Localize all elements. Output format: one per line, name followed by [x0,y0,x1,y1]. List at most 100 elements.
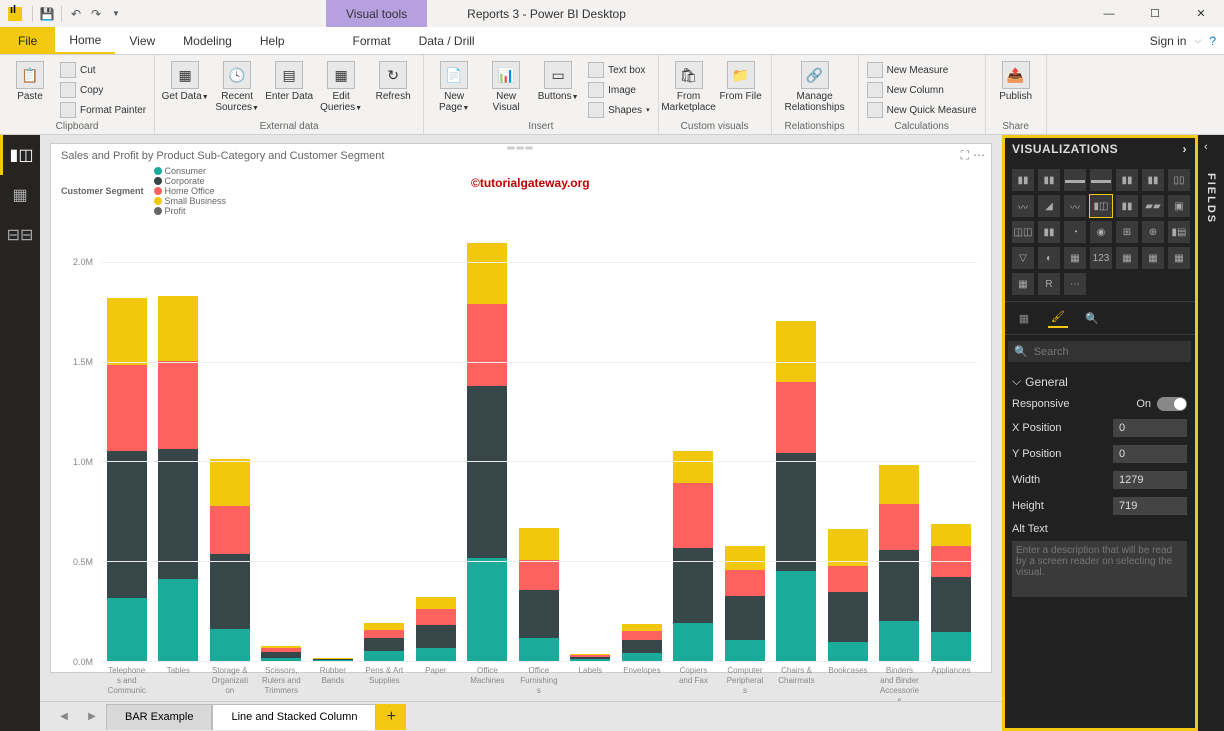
get-data-button[interactable]: ▦Get Data▼ [161,57,209,103]
manage-relationships-button[interactable]: 🔗Manage Relationships [778,57,852,113]
viz-type-icon[interactable]: ▰▰ [1142,195,1164,217]
viz-type-icon[interactable]: ▦ [1142,247,1164,269]
paste-button[interactable]: 📋Paste [6,57,54,102]
viz-type-icon[interactable]: ⊞ [1116,221,1138,243]
more-options-icon[interactable]: ⋯ [973,148,985,163]
viz-type-icon[interactable]: ◉ [1090,221,1112,243]
viz-type-icon[interactable]: ▣ [1168,195,1190,217]
section-general[interactable]: ⌵General [1012,374,1187,389]
recent-sources-button[interactable]: 🕓Recent Sources▼ [213,57,261,114]
alt-text-input[interactable] [1012,541,1187,597]
page-prev-icon[interactable]: ◀ [50,711,78,722]
viz-type-icon[interactable]: ▮◫ [1090,195,1112,217]
tab-modeling[interactable]: Modeling [169,27,246,54]
shapes-button[interactable]: Shapes▾ [586,101,651,119]
viz-type-icon[interactable]: ⊕ [1142,221,1164,243]
viz-type-icon[interactable]: ◫◫ [1012,221,1034,243]
viz-type-icon[interactable]: ◐ [1038,247,1060,269]
search-input[interactable] [1034,346,1185,358]
viz-type-icon[interactable]: ▮▮ [1116,169,1138,191]
viz-type-icon[interactable]: 123 [1090,247,1112,269]
format-painter-button[interactable]: Format Painter [58,101,148,119]
publish-button[interactable]: 📤Publish [992,57,1040,102]
left-nav: ▮◫ ▦ ⊟⊟ [0,135,40,731]
viz-type-icon[interactable]: ▮▮ [1116,195,1138,217]
page-tab[interactable]: Line and Stacked Column [212,704,376,730]
viz-type-icon[interactable]: ▦ [1012,273,1034,295]
add-page-button[interactable]: + [376,704,406,730]
qat-dropdown-icon[interactable]: ▼ [106,4,126,24]
from-file-button[interactable]: 📁From File [717,57,765,102]
viz-type-icon[interactable]: ▮▤ [1168,221,1190,243]
viz-type-icon[interactable]: ◔ [1064,221,1086,243]
format-tab-icon[interactable]: 🖌 [1048,308,1068,328]
enter-data-button[interactable]: ▤Enter Data [265,57,313,102]
redo-icon[interactable]: ↷ [86,4,106,24]
viz-type-icon[interactable]: ▮▮ [1012,169,1034,191]
edit-queries-button[interactable]: ▦Edit Queries▼ [317,57,365,114]
nav-report-icon[interactable]: ▮◫ [0,135,40,175]
viz-type-icon[interactable]: ▮▮ [1038,221,1060,243]
fields-pane[interactable]: ‹ FIELDS [1198,135,1224,731]
new-measure-button[interactable]: New Measure [865,61,979,79]
new-page-button[interactable]: 📄New Page▼ [430,57,478,114]
viz-type-icon[interactable]: ▮▮ [1038,169,1060,191]
viz-type-icon[interactable]: ▬▬ [1090,169,1112,191]
viz-type-icon[interactable]: ▮▮ [1142,169,1164,191]
chart-visual[interactable]: ═══ ⛶ ⋯ Sales and Profit by Product Sub-… [50,143,992,673]
buttons-button[interactable]: ▭Buttons▼ [534,57,582,103]
tab-view[interactable]: View [115,27,169,54]
height-input[interactable] [1113,497,1187,515]
page-next-icon[interactable]: ▶ [78,711,106,722]
responsive-toggle[interactable]: On [1136,397,1187,411]
viz-type-icon[interactable]: ▦ [1064,247,1086,269]
new-quick-measure-button[interactable]: New Quick Measure [865,101,979,119]
save-icon[interactable]: 💾 [37,4,57,24]
title-bar: 💾 ↶ ↷ ▼ Visual tools Reports 3 - Power B… [0,0,1224,27]
cut-button[interactable]: Cut [58,61,148,79]
viz-type-icon[interactable]: ◢ [1038,195,1060,217]
focus-mode-icon[interactable]: ⛶ [961,148,969,163]
search-box[interactable]: 🔍 [1008,341,1191,362]
viz-type-icon[interactable]: ▽ [1012,247,1034,269]
viz-type-icon[interactable]: ⋯ [1064,273,1086,295]
tab-format[interactable]: Format [339,27,405,54]
tab-home[interactable]: Home [55,27,115,54]
text-box-button[interactable]: Text box [586,61,651,79]
y-position-input[interactable] [1113,445,1187,463]
viz-type-icon[interactable]: 〰 [1012,195,1034,217]
tab-file[interactable]: File [0,27,55,54]
viz-type-icon[interactable]: ▦ [1116,247,1138,269]
minimize-button[interactable]: — [1086,0,1132,27]
drag-handle-icon[interactable]: ═══ [507,143,534,154]
new-column-button[interactable]: New Column [865,81,979,99]
from-marketplace-button[interactable]: 🛍From Marketplace [665,57,713,113]
fields-tab-icon[interactable]: ▦ [1014,308,1034,328]
viz-type-icon[interactable]: ▦ [1168,247,1190,269]
viz-type-icon[interactable]: 〰 [1064,195,1086,217]
nav-data-icon[interactable]: ▦ [0,175,40,215]
sign-in-link[interactable]: Sign in [1150,34,1187,48]
analytics-tab-icon[interactable]: 🔍 [1082,308,1102,328]
nav-model-icon[interactable]: ⊟⊟ [0,215,40,255]
image-button[interactable]: Image [586,81,651,99]
page-tab[interactable]: BAR Example [106,704,212,730]
close-button[interactable]: ✕ [1178,0,1224,27]
chevron-down-icon[interactable]: ⌵ [1194,35,1201,46]
tab-help[interactable]: Help [246,27,299,54]
new-visual-button[interactable]: 📊New Visual [482,57,530,113]
group-label: Calculations [865,119,979,132]
width-input[interactable] [1113,471,1187,489]
help-icon[interactable]: ? [1209,34,1216,48]
viz-type-icon[interactable]: R [1038,273,1060,295]
tab-data-drill[interactable]: Data / Drill [405,27,489,54]
viz-type-icon[interactable]: ▯▯ [1168,169,1190,191]
refresh-button[interactable]: ↻Refresh [369,57,417,102]
x-position-input[interactable] [1113,419,1187,437]
expand-icon[interactable]: ‹ [1204,141,1208,153]
copy-button[interactable]: Copy [58,81,148,99]
maximize-button[interactable]: ☐ [1132,0,1178,27]
undo-icon[interactable]: ↶ [66,4,86,24]
collapse-icon[interactable]: › [1183,142,1188,156]
viz-type-icon[interactable]: ▬▬ [1064,169,1086,191]
